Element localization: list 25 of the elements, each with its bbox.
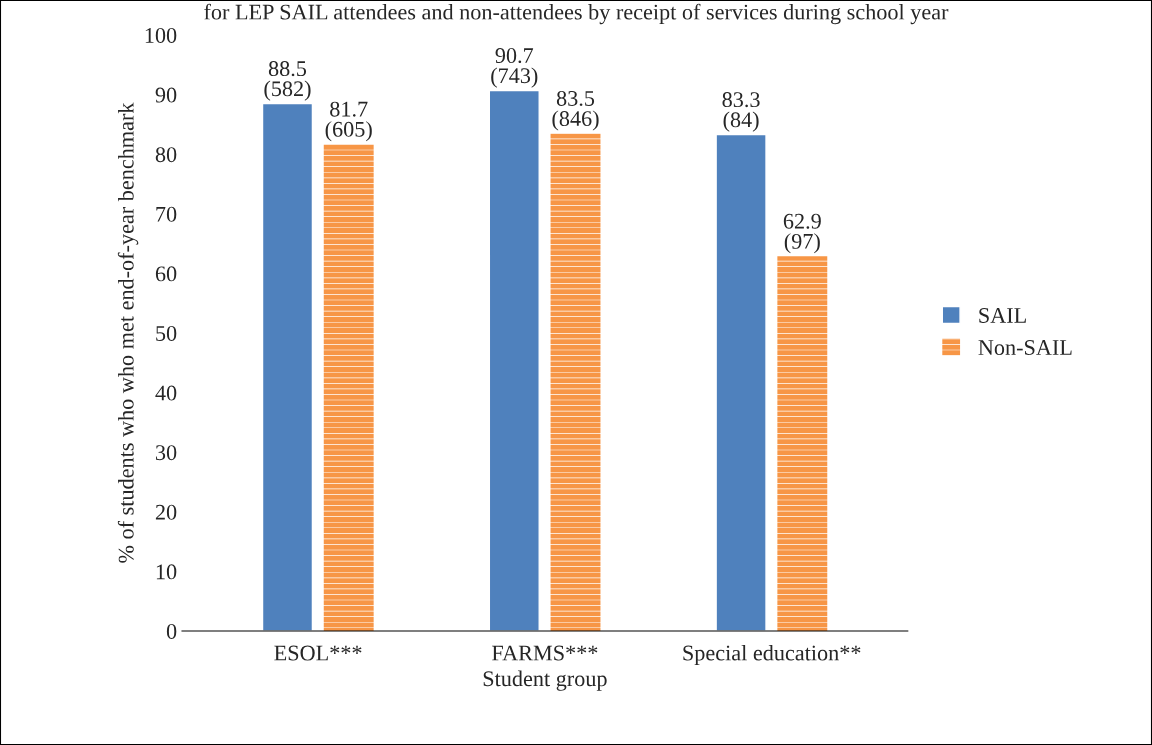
x-axis-title: Student group [483,670,607,691]
y-axis-title: % of students who who met end-of-year benchmark [117,102,139,563]
chart-title: for LEP SAIL attendees and non-attendees by receipt of services during school year [204,3,949,25]
legend-label: Non-SAIL [978,340,1072,356]
data-label: 81.7 (605) [325,101,372,142]
data-label: 88.5 (582) [264,61,311,101]
x-tick-label: FARMS*** [492,645,598,661]
y-tick-label: 40 [155,385,177,401]
legend-label: SAIL [979,308,1026,323]
y-tick-label: 60 [155,266,177,282]
y-tick-label: 50 [156,325,177,341]
y-tick-label: 20 [155,504,177,520]
data-label: 83.3 (84) [722,92,760,132]
y-tick-label: 70 [156,206,177,222]
data-label: 83.5 (846) [552,90,599,131]
y-tick-label: 0 [166,623,177,639]
x-tick-label: ESOL*** [274,645,362,661]
y-tick-label: 80 [155,147,177,163]
data-label: 62.9 (97) [783,213,821,254]
data-label: 90.7 (743) [491,48,538,88]
y-tick-label: 100 [145,27,177,43]
y-tick-label: 30 [156,445,177,461]
x-tick-label: Special education** [683,644,861,666]
y-tick-label: 10 [156,564,177,580]
y-tick-label: 90 [155,87,177,103]
